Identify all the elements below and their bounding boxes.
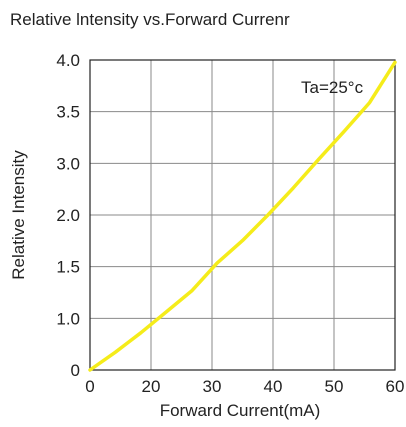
y-tick-label: 3.0 [56,154,80,173]
temperature-annotation: Ta=25°c [301,78,364,97]
y-tick-label: 1.5 [56,258,80,277]
y-tick-label: 2.0 [56,206,80,225]
y-axis-label: Relative Intensity [9,150,28,280]
y-tick-labels: 0 1.0 1.5 2.0 3.0 3.5 4.0 [56,51,80,380]
x-tick-label: 30 [203,377,222,396]
chart-title: Relative lntensity vs.Forward Currenr [10,10,290,29]
grid [90,60,395,370]
y-tick-label: 4.0 [56,51,80,70]
x-axis-label: Forward Current(mA) [160,401,321,420]
y-tick-label: 3.5 [56,103,80,122]
series-layer [88,60,397,372]
x-tick-labels: 0 20 30 40 50 60 [85,377,404,396]
x-tick-label: 60 [386,377,405,396]
x-tick-label: 0 [85,377,94,396]
y-tick-label: 1.0 [56,309,80,328]
series-line [88,60,397,372]
x-tick-label: 50 [325,377,344,396]
y-tick-label: 0 [71,361,80,380]
plot-frame [89,59,396,371]
x-tick-label: 40 [264,377,283,396]
x-tick-label: 20 [142,377,161,396]
